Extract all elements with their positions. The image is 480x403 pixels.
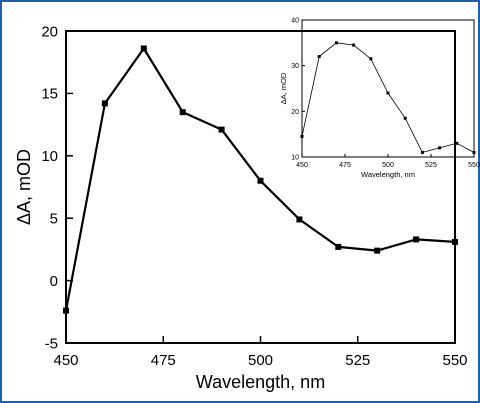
- inset-y-tick-label: 10: [291, 154, 299, 161]
- inset-data-point: [472, 150, 476, 154]
- main-data-point: [179, 109, 186, 116]
- main-data-point: [335, 243, 342, 250]
- main-x-tick-label: 525: [345, 352, 370, 369]
- inset-data-point: [334, 41, 338, 45]
- inset-data-point: [317, 55, 321, 59]
- main-data-point: [413, 236, 420, 243]
- inset-x-tick-label: 475: [339, 162, 351, 169]
- inset-data-point: [369, 57, 373, 61]
- main-y-tick-label: 20: [41, 23, 58, 40]
- main-data-point: [63, 307, 69, 314]
- main-data-point: [101, 100, 108, 107]
- main-data-point: [296, 216, 303, 223]
- inset-data-point: [455, 141, 459, 145]
- inset-series-line: [301, 42, 475, 153]
- main-y-tick-label: -5: [45, 335, 58, 352]
- inset-plot-frame: [301, 19, 475, 158]
- main-data-point: [140, 45, 147, 52]
- main-y-axis-label: ΔA, mOD: [14, 149, 34, 225]
- main-y-tick-label: 5: [50, 210, 58, 227]
- main-data-point: [218, 126, 225, 133]
- inset-data-point: [352, 43, 356, 47]
- inset-group: 450 475 500 525 550 10 20 30 40 Wavelength, nm ΔA,…: [279, 17, 480, 179]
- main-x-tick-label: 475: [151, 352, 176, 369]
- inset-y-tick-label: 30: [291, 63, 299, 70]
- inset-data-point: [300, 134, 304, 138]
- inset-x-axis-label: Wavelength, nm: [361, 170, 415, 179]
- main-x-tick-label: 450: [53, 352, 78, 369]
- main-x-axis-label: Wavelength, nm: [196, 372, 325, 392]
- inset-y-tick-label: 40: [291, 17, 299, 24]
- inset-y-axis-label: ΔA, mOD: [279, 72, 288, 104]
- inset-data-point: [403, 116, 407, 120]
- inset-x-tick-label: 525: [425, 162, 437, 169]
- main-group: 450 475 500 525 550 -5 0 5 10 15 20 Wavelength, nm Δ…: [14, 23, 468, 392]
- main-data-point: [374, 247, 381, 254]
- inset-x-tick-label: 500: [382, 162, 394, 169]
- inset-x-tick-label: 450: [296, 162, 308, 169]
- main-y-tick-label: 15: [41, 86, 58, 103]
- main-y-tick-label: 0: [50, 273, 58, 290]
- inset-y-tick-label: 20: [291, 109, 299, 116]
- main-y-tick-label: 10: [41, 148, 58, 165]
- main-x-tick-label: 550: [442, 352, 467, 369]
- main-x-tick-label: 500: [248, 352, 273, 369]
- main-data-point: [257, 177, 264, 184]
- inset-data-point: [438, 146, 442, 150]
- inset-data-point: [386, 91, 390, 95]
- inset-data-point: [420, 150, 424, 154]
- main-data-point: [452, 238, 458, 245]
- inset-x-tick-label: 550: [468, 162, 480, 169]
